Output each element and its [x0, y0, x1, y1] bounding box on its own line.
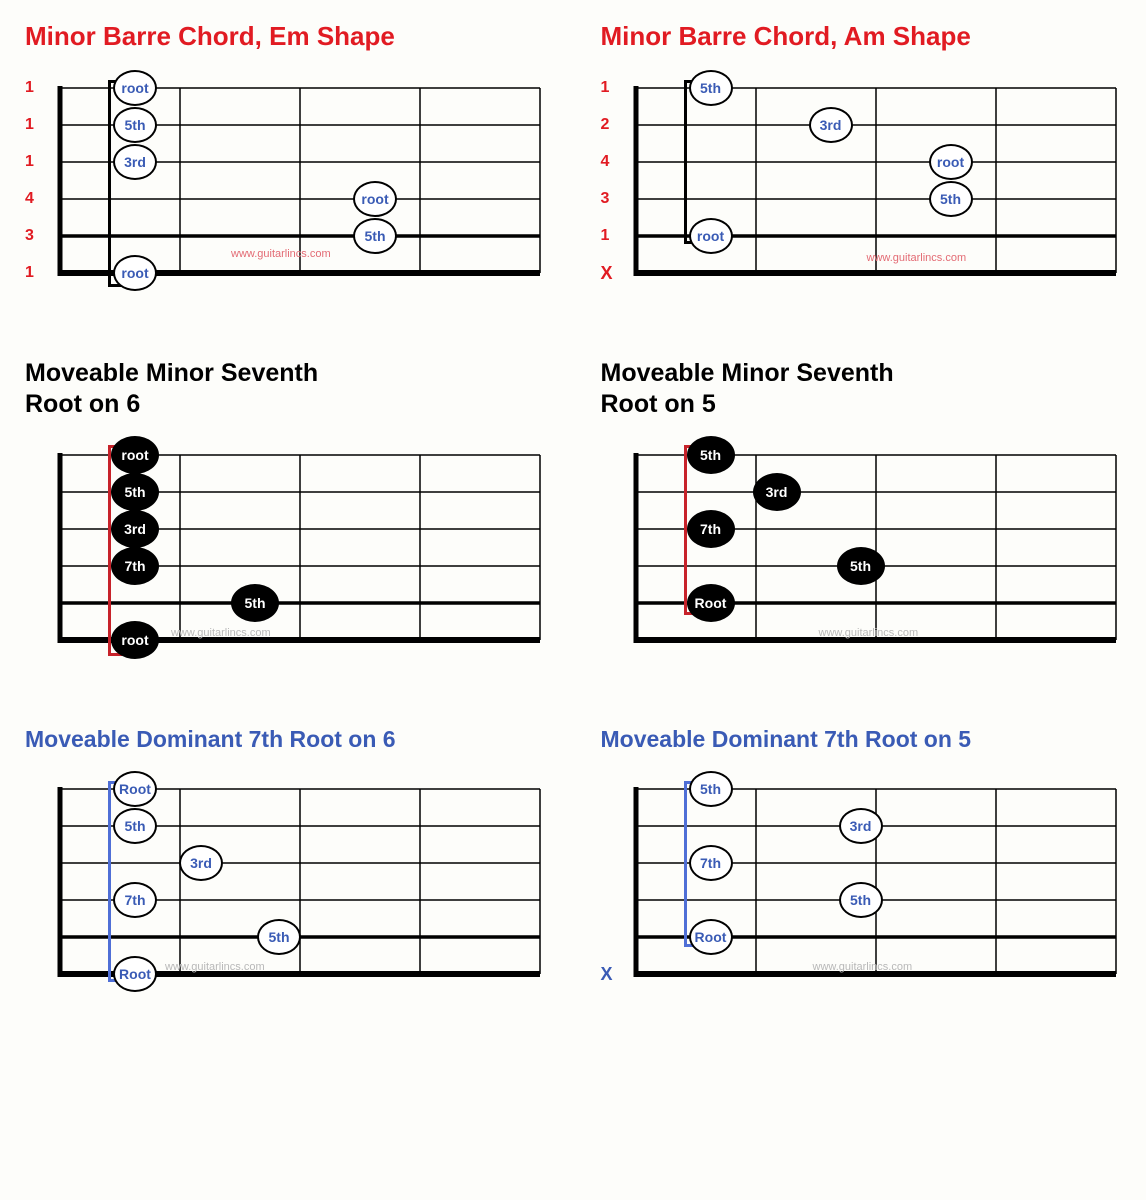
- chord-node: 5th: [687, 436, 735, 474]
- finger-number: 3: [25, 227, 34, 245]
- barre-bracket: [684, 80, 698, 244]
- panel-title: Moveable Minor SeventhRoot on 5: [601, 358, 1122, 421]
- fretboard-diagram: www.guitarlincs.comRoot5th3rd7th5thRoot: [25, 774, 546, 1004]
- fretboard-svg: [25, 440, 545, 670]
- fretboard-diagram: 111431www.guitarlincs.comroot5th3rdroot5…: [25, 73, 546, 303]
- panel-title: Moveable Minor SeventhRoot on 6: [25, 358, 546, 421]
- panel-title: Moveable Dominant 7th Root on 6: [25, 725, 546, 754]
- chord-panel-dom7-root6: Moveable Dominant 7th Root on 6 www.guita…: [25, 725, 546, 1004]
- watermark-text: www.guitarlincs.com: [867, 252, 967, 264]
- chord-node: 7th: [687, 510, 735, 548]
- watermark-text: www.guitarlincs.com: [231, 248, 331, 260]
- chord-panel-dom7-root5: Moveable Dominant 7th Root on 5 Xwww.guit…: [601, 725, 1122, 1004]
- fretboard-svg: [601, 73, 1121, 303]
- chord-node: root: [111, 621, 159, 659]
- string-mute-label: X: [601, 964, 613, 985]
- watermark-text: www.guitarlincs.com: [171, 627, 271, 639]
- chord-node: 5th: [257, 919, 301, 955]
- chord-node: 5th: [839, 882, 883, 918]
- chord-panel-em-shape: Minor Barre Chord, Em Shape 1 1 1 4 3 1 www.gui…: [25, 20, 546, 303]
- chord-node: root: [353, 181, 397, 217]
- chord-node: 7th: [113, 882, 157, 918]
- chord-node: 5th: [353, 218, 397, 254]
- finger-number: 4: [25, 190, 34, 208]
- chord-node: 5th: [113, 808, 157, 844]
- chord-node: root: [113, 255, 157, 291]
- finger-number: 1: [601, 227, 610, 245]
- watermark-text: www.guitarlincs.com: [165, 961, 265, 973]
- chord-node: 5th: [111, 473, 159, 511]
- finger-number: 1: [25, 264, 34, 282]
- chord-node: Root: [113, 956, 157, 992]
- chord-node: 5th: [837, 547, 885, 585]
- chord-node: root: [689, 218, 733, 254]
- fretboard-diagram: www.guitarlincs.com5th3rd7th5thRoot: [601, 440, 1122, 670]
- watermark-text: www.guitarlincs.com: [813, 961, 913, 973]
- chord-node: 5th: [231, 584, 279, 622]
- fretboard-diagram: www.guitarlincs.comroot5th3rd7th5throot: [25, 440, 546, 670]
- fretboard-svg: [25, 73, 545, 303]
- chord-node: 5th: [689, 70, 733, 106]
- chord-panel-am-shape: Minor Barre Chord, Am Shape 1 2 4 3 1 Xwww.gui…: [601, 20, 1122, 303]
- chord-node: Root: [687, 584, 735, 622]
- chord-node: Root: [113, 771, 157, 807]
- panel-title: Minor Barre Chord, Am Shape: [601, 20, 1122, 53]
- chord-node: 3rd: [809, 107, 853, 143]
- chord-node: root: [113, 70, 157, 106]
- chord-node: 7th: [689, 845, 733, 881]
- panel-title: Minor Barre Chord, Em Shape: [25, 20, 546, 53]
- barre-bracket: [108, 781, 122, 982]
- chord-node: 5th: [929, 181, 973, 217]
- chord-node: 7th: [111, 547, 159, 585]
- chord-node: 5th: [113, 107, 157, 143]
- finger-number: 1: [25, 79, 34, 97]
- chord-node: root: [929, 144, 973, 180]
- fretboard-diagram: 12431Xwww.guitarlincs.com5th3rdroot5thro…: [601, 73, 1122, 303]
- fretboard-diagram: Xwww.guitarlincs.com 5th 3rd 7th 5th Root: [601, 774, 1122, 1004]
- finger-number: 1: [25, 116, 34, 134]
- chord-panel-m7-root5: Moveable Minor SeventhRoot on 5 www.guita…: [601, 358, 1122, 671]
- chord-node: Root: [689, 919, 733, 955]
- chord-node: 5th: [689, 771, 733, 807]
- panel-title: Moveable Dominant 7th Root on 5: [601, 725, 1122, 754]
- fretboard-svg: [25, 774, 545, 1004]
- finger-number: 4: [601, 153, 610, 171]
- finger-number: 2: [601, 116, 610, 134]
- finger-number: 1: [25, 153, 34, 171]
- finger-number: 1: [601, 79, 610, 97]
- finger-number: 3: [601, 190, 610, 208]
- chord-node: 3rd: [113, 144, 157, 180]
- chord-node: 3rd: [111, 510, 159, 548]
- watermark-text: www.guitarlincs.com: [819, 627, 919, 639]
- string-mute-label: X: [601, 263, 613, 284]
- chord-node: 3rd: [179, 845, 223, 881]
- chord-panel-m7-root6: Moveable Minor SeventhRoot on 6 www.guita…: [25, 358, 546, 671]
- chord-node: 3rd: [839, 808, 883, 844]
- chord-node: 3rd: [753, 473, 801, 511]
- chord-node: root: [111, 436, 159, 474]
